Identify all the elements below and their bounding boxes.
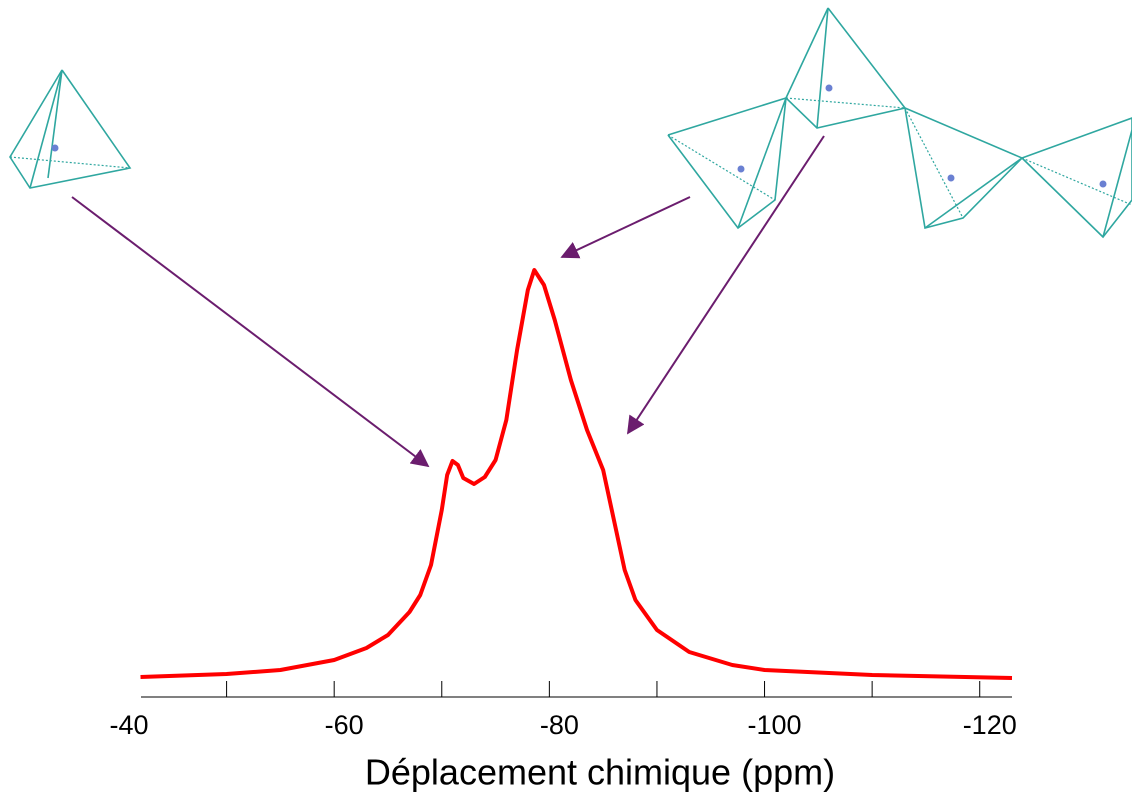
- x-tick-label: -60: [325, 710, 364, 740]
- x-axis-title: Déplacement chimique (ppm): [365, 752, 835, 793]
- arrow: [627, 135, 825, 435]
- tetrahedron-chain: [667, 7, 1132, 239]
- arrow: [560, 196, 691, 259]
- arrow: [71, 196, 430, 468]
- spectrum-line: [140, 268, 1013, 680]
- x-tick-label: -80: [540, 710, 579, 740]
- x-tick-label: -40: [109, 710, 148, 740]
- x-tick-label: -120: [963, 710, 1017, 740]
- tetrahedron-single: [9, 69, 132, 189]
- x-tick-label: -100: [748, 710, 802, 740]
